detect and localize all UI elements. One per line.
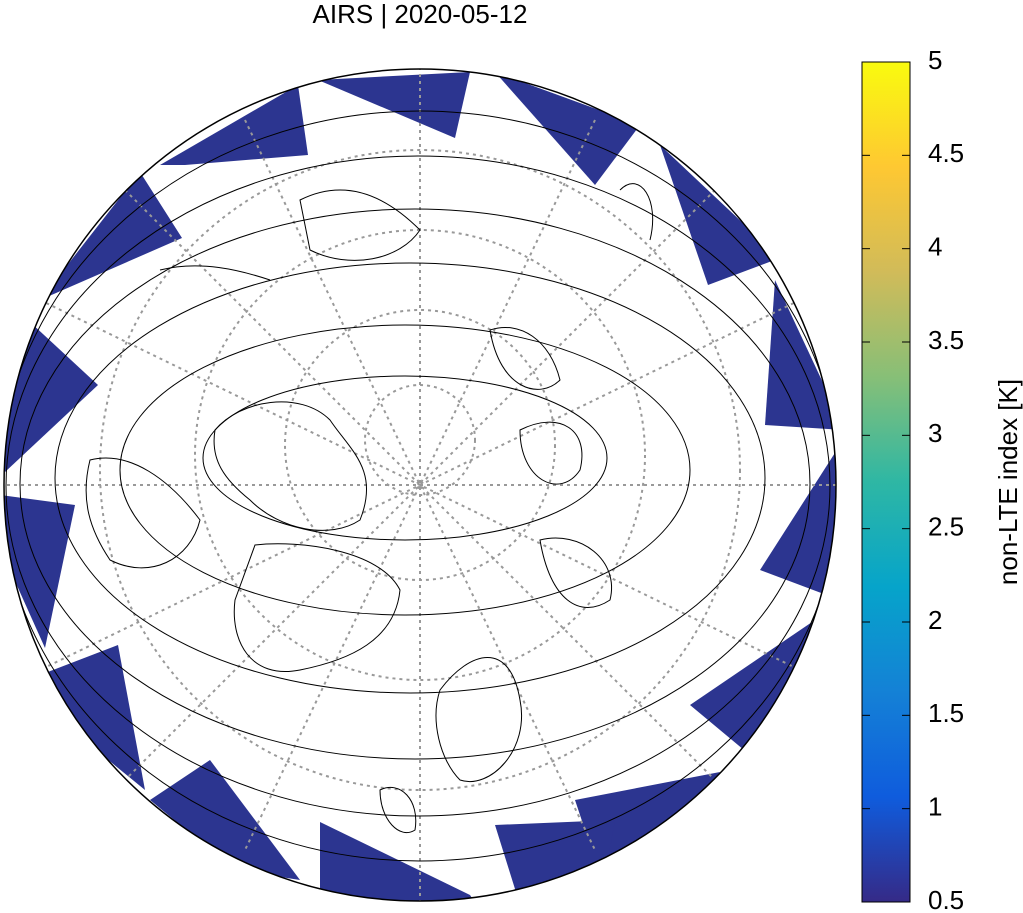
swaths (4, 72, 836, 901)
colorbar-tick-label: 1.5 (928, 698, 964, 728)
colorbar-tick-label: 4 (928, 232, 942, 262)
swath (495, 72, 640, 185)
colorbar-tick-label: 3.5 (928, 325, 964, 355)
colorbar-tick-label: 4.5 (928, 138, 964, 168)
colorbar-tick-label: 2 (928, 605, 942, 635)
swath (760, 445, 836, 600)
colorbar-tick-label: 2.5 (928, 512, 964, 542)
map-title: AIRS | 2020-05-12 (313, 0, 528, 29)
map-disc (4, 69, 836, 901)
swath (4, 322, 98, 472)
swath (495, 820, 615, 901)
colorbar-tick-label: 3 (928, 418, 942, 448)
swath (150, 760, 300, 880)
swath (765, 280, 836, 430)
swath (160, 85, 308, 165)
colorbar-tick-label: 0.5 (928, 885, 964, 913)
coastlines (85, 183, 654, 833)
map-border (3, 68, 837, 902)
colorbar-label: non-LTE index [K] (993, 379, 1023, 585)
colorbar (861, 61, 911, 903)
swath (40, 645, 145, 790)
swath (320, 822, 480, 901)
swath (4, 495, 75, 648)
swath (40, 172, 182, 300)
swath (660, 145, 780, 285)
colorbar-tick-label: 5 (928, 45, 942, 75)
swath (318, 72, 470, 138)
colorbar-tick-label: 1 (928, 792, 942, 822)
swath (690, 620, 836, 755)
orbit-lines (4, 110, 836, 862)
graticule (4, 69, 836, 901)
